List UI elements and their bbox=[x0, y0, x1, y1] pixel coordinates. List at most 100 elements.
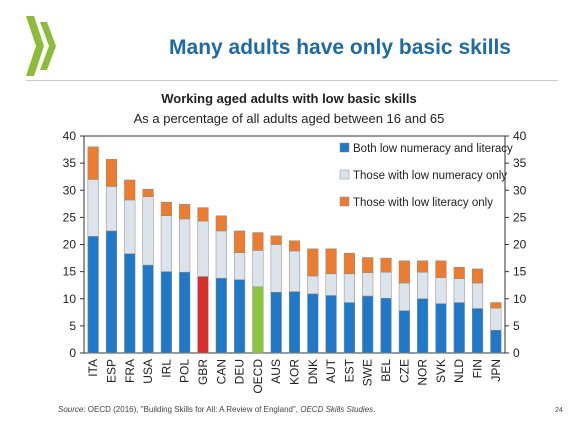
x-axis-label-aus: AUS bbox=[269, 359, 283, 384]
right-axis-tick-label: 0 bbox=[513, 346, 520, 360]
legend: Both low numeracy and literacy Those with… bbox=[339, 142, 513, 209]
left-axis-tick-label: 30 bbox=[63, 183, 77, 197]
bar-dnk-literacy-only bbox=[307, 248, 319, 277]
bar-ita-both-low bbox=[87, 236, 99, 354]
bar-fra-literacy-only bbox=[124, 179, 136, 201]
right-axis-tick-label: 15 bbox=[513, 265, 527, 279]
bar-pol-numeracy-only bbox=[179, 218, 191, 273]
x-axis-label-nor: NOR bbox=[416, 359, 430, 386]
source-end: . bbox=[373, 405, 376, 414]
x-axis-labels: ITA ESP FRA USA IRL POL GBR CAN DEU OECD AUS KOR DNK… bbox=[86, 358, 503, 393]
x-axis-label-deu: DEU bbox=[233, 359, 247, 384]
source-series: OECD Skills Studies bbox=[300, 405, 374, 414]
right-axis-tick-label: 35 bbox=[513, 156, 527, 170]
x-axis-label-usa: USA bbox=[141, 359, 155, 384]
bar-kor-both-low bbox=[288, 291, 301, 354]
source-text: : OECD (2016), "Building Skills for All:… bbox=[83, 405, 301, 414]
bar-aus-numeracy-only bbox=[270, 244, 282, 293]
bar-cze-both-low bbox=[398, 310, 410, 354]
right-axis: 0 5 10 15 20 25 30 35 40 bbox=[505, 129, 527, 360]
bar-usa-both-low bbox=[142, 264, 154, 354]
bar-dnk-both-low bbox=[307, 293, 319, 354]
left-axis-tick-label: 0 bbox=[69, 346, 76, 360]
oecd-logo bbox=[26, 16, 56, 76]
bar-nld-both-low bbox=[453, 302, 465, 354]
stacked-bar-chart: Working aged adults with low basic skill… bbox=[63, 91, 527, 394]
chart-title: Working aged adults with low basic skill… bbox=[161, 91, 416, 106]
bar-can-both-low bbox=[215, 277, 227, 354]
bar-cze-numeracy-only bbox=[398, 282, 410, 311]
logo-chevron-left bbox=[26, 16, 44, 76]
x-axis-label-gbr: GBR bbox=[196, 359, 210, 385]
x-axis-label-pol: POL bbox=[178, 359, 192, 383]
x-axis-label-oecd: OECD bbox=[251, 359, 265, 394]
bar-nor-literacy-only bbox=[417, 260, 429, 273]
bar-fin-both-low bbox=[471, 308, 484, 354]
bar-aut-numeracy-only bbox=[325, 273, 337, 296]
bar-pol-literacy-only bbox=[179, 204, 191, 220]
bar-irl-both-low bbox=[160, 271, 172, 354]
bar-gbr-numeracy-only bbox=[197, 220, 209, 277]
left-axis-tick-label: 10 bbox=[63, 292, 77, 306]
x-axis-label-cze: CZE bbox=[397, 359, 411, 383]
bar-nor-numeracy-only bbox=[417, 271, 429, 300]
bar-swe-numeracy-only bbox=[362, 272, 374, 297]
bar-deu-literacy-only bbox=[234, 230, 246, 253]
left-axis-tick-label: 5 bbox=[69, 319, 76, 333]
left-axis-tick-label: 25 bbox=[63, 210, 77, 224]
bar-svk-literacy-only bbox=[435, 260, 447, 278]
legend-swatch-2 bbox=[339, 169, 350, 180]
bar-irl-literacy-only bbox=[160, 201, 172, 216]
bar-jpn-literacy-only bbox=[490, 302, 502, 309]
bar-oecd-literacy-only bbox=[252, 232, 264, 251]
bar-oecd-both-low bbox=[252, 286, 264, 354]
right-axis-tick-label: 40 bbox=[513, 129, 527, 143]
bar-svk-both-low bbox=[435, 303, 447, 354]
x-axis-label-bel: BEL bbox=[379, 359, 393, 382]
bar-deu-both-low bbox=[234, 279, 246, 354]
bar-swe-literacy-only bbox=[362, 257, 374, 273]
bar-bel-both-low bbox=[380, 297, 392, 354]
bar-aus-literacy-only bbox=[270, 235, 282, 245]
bar-deu-numeracy-only bbox=[234, 252, 246, 281]
bar-fin-literacy-only bbox=[471, 268, 484, 284]
bar-aus-both-low bbox=[270, 291, 282, 354]
x-axis-label-nld: NLD bbox=[452, 359, 466, 383]
right-axis-tick-label: 10 bbox=[513, 292, 527, 306]
bar-usa-literacy-only bbox=[142, 188, 154, 198]
bar-est-both-low bbox=[343, 302, 355, 354]
bar-aut-both-low bbox=[325, 295, 337, 354]
x-axis-label-esp: ESP bbox=[104, 359, 118, 383]
x-axis-label-ita: ITA bbox=[86, 359, 100, 377]
bar-gbr-both-low bbox=[197, 276, 209, 354]
bar-ita-literacy-only bbox=[87, 146, 99, 180]
bar-jpn-numeracy-only bbox=[490, 307, 502, 331]
right-axis-tick-label: 5 bbox=[513, 319, 520, 333]
bar-usa-numeracy-only bbox=[142, 196, 154, 266]
x-axis-label-dnk: DNK bbox=[306, 359, 320, 384]
bar-fin-numeracy-only bbox=[471, 282, 484, 309]
bar-aut-literacy-only bbox=[325, 248, 337, 275]
bar-bel-literacy-only bbox=[380, 257, 392, 273]
left-axis: 0 5 10 15 20 25 30 35 40 bbox=[63, 129, 84, 360]
logo-chevron-right bbox=[40, 22, 56, 70]
title-divider bbox=[26, 80, 558, 81]
bar-nld-literacy-only bbox=[453, 267, 465, 279]
x-axis-label-aut: AUT bbox=[324, 358, 338, 383]
bar-gbr-literacy-only bbox=[197, 207, 209, 222]
x-axis-label-jpn: JPN bbox=[489, 359, 503, 382]
legend-label-2: Those with low numeracy only bbox=[353, 170, 507, 182]
bar-esp-both-low bbox=[105, 230, 118, 354]
bar-kor-numeracy-only bbox=[288, 250, 301, 292]
x-axis-label-swe: SWE bbox=[361, 359, 375, 386]
bar-nld-numeracy-only bbox=[453, 278, 465, 303]
legend-swatch-3 bbox=[339, 196, 350, 207]
bar-esp-numeracy-only bbox=[105, 186, 118, 232]
legend-label-1: Both low numeracy and literacy bbox=[353, 143, 513, 155]
chart-subtitle: As a percentage of all adults aged betwe… bbox=[134, 111, 445, 126]
slide-title: Many adults have only basic skills bbox=[169, 36, 511, 59]
bar-cze-literacy-only bbox=[398, 260, 410, 284]
page-number: 24 bbox=[555, 407, 563, 414]
legend-swatch-1 bbox=[339, 142, 350, 153]
legend-label-3: Those with low literacy only bbox=[353, 197, 493, 209]
